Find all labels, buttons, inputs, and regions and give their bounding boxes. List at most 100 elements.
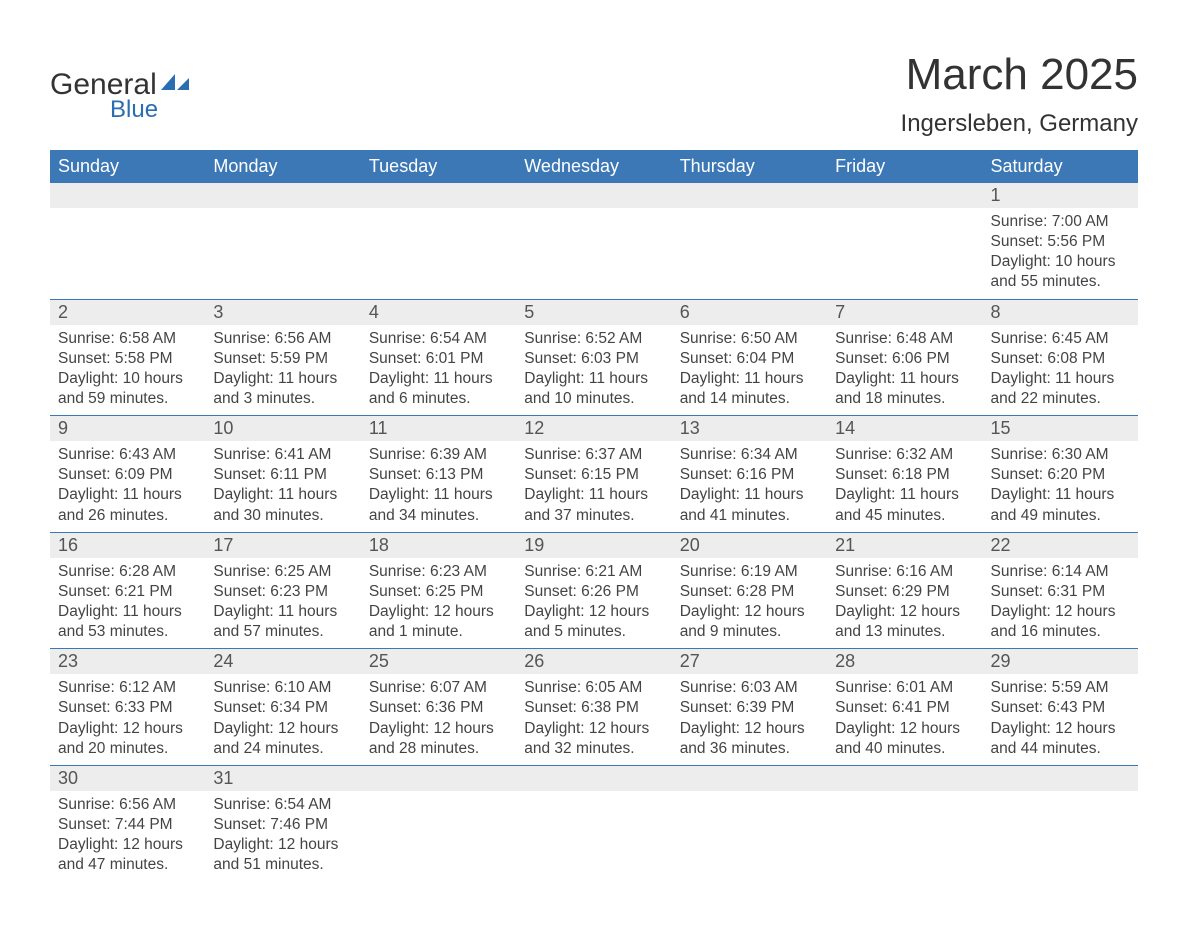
calendar-day-cell [361,765,516,881]
day-content: Sunrise: 7:00 AMSunset: 5:56 PMDaylight:… [983,208,1138,299]
sunset-line: Sunset: 6:15 PM [524,465,663,485]
daylight-line: Daylight: 12 hours and 5 minutes. [524,602,663,642]
calendar-day-cell: 4Sunrise: 6:54 AMSunset: 6:01 PMDaylight… [361,299,516,416]
weekday-header: Sunday [50,150,205,183]
day-content: Sunrise: 6:25 AMSunset: 6:23 PMDaylight:… [205,558,360,649]
title-block: March 2025 Ingersleben, Germany [901,50,1138,138]
calendar-day-cell [672,765,827,881]
day-number: 17 [205,533,360,558]
sunset-line: Sunset: 6:11 PM [213,465,352,485]
sunset-line: Sunset: 6:26 PM [524,582,663,602]
sunset-line: Sunset: 6:01 PM [369,349,508,369]
day-number: 25 [361,649,516,674]
daylight-line: Daylight: 12 hours and 44 minutes. [991,719,1130,759]
day-number: 11 [361,416,516,441]
sunset-line: Sunset: 6:13 PM [369,465,508,485]
day-number: 4 [361,300,516,325]
sunrise-line: Sunrise: 6:43 AM [58,445,197,465]
day-content: Sunrise: 6:43 AMSunset: 6:09 PMDaylight:… [50,441,205,532]
daylight-line: Daylight: 11 hours and 30 minutes. [213,485,352,525]
daylight-line: Daylight: 12 hours and 13 minutes. [835,602,974,642]
sunrise-line: Sunrise: 6:34 AM [680,445,819,465]
sunrise-line: Sunrise: 6:37 AM [524,445,663,465]
sunrise-line: Sunrise: 6:45 AM [991,329,1130,349]
sunset-line: Sunset: 5:58 PM [58,349,197,369]
day-number: 28 [827,649,982,674]
daylight-line: Daylight: 11 hours and 22 minutes. [991,369,1130,409]
daylight-line: Daylight: 12 hours and 36 minutes. [680,719,819,759]
calendar-day-cell: 16Sunrise: 6:28 AMSunset: 6:21 PMDayligh… [50,532,205,649]
sunset-line: Sunset: 6:41 PM [835,698,974,718]
page-header: General Blue March 2025 Ingersleben, Ger… [50,50,1138,138]
sunset-line: Sunset: 6:28 PM [680,582,819,602]
day-content: Sunrise: 6:01 AMSunset: 6:41 PMDaylight:… [827,674,982,765]
day-content: Sunrise: 6:30 AMSunset: 6:20 PMDaylight:… [983,441,1138,532]
daylight-line: Daylight: 10 hours and 55 minutes. [991,252,1130,292]
day-content: Sunrise: 6:34 AMSunset: 6:16 PMDaylight:… [672,441,827,532]
day-content: Sunrise: 6:23 AMSunset: 6:25 PMDaylight:… [361,558,516,649]
day-number [205,183,360,208]
day-content: Sunrise: 6:52 AMSunset: 6:03 PMDaylight:… [516,325,671,416]
sunset-line: Sunset: 6:18 PM [835,465,974,485]
calendar-day-cell: 10Sunrise: 6:41 AMSunset: 6:11 PMDayligh… [205,416,360,533]
calendar-day-cell: 13Sunrise: 6:34 AMSunset: 6:16 PMDayligh… [672,416,827,533]
sunrise-line: Sunrise: 6:25 AM [213,562,352,582]
calendar-day-cell: 28Sunrise: 6:01 AMSunset: 6:41 PMDayligh… [827,649,982,766]
day-number: 9 [50,416,205,441]
day-content [361,208,516,299]
sunrise-line: Sunrise: 6:12 AM [58,678,197,698]
calendar-day-cell: 31Sunrise: 6:54 AMSunset: 7:46 PMDayligh… [205,765,360,881]
day-number [672,183,827,208]
sunrise-line: Sunrise: 6:14 AM [991,562,1130,582]
calendar-day-cell: 29Sunrise: 5:59 AMSunset: 6:43 PMDayligh… [983,649,1138,766]
day-number [516,766,671,791]
day-number: 13 [672,416,827,441]
day-number: 10 [205,416,360,441]
sunrise-line: Sunrise: 7:00 AM [991,212,1130,232]
day-content: Sunrise: 6:54 AMSunset: 6:01 PMDaylight:… [361,325,516,416]
sunrise-line: Sunrise: 6:10 AM [213,678,352,698]
calendar-week-row: 23Sunrise: 6:12 AMSunset: 6:33 PMDayligh… [50,649,1138,766]
sunrise-line: Sunrise: 6:58 AM [58,329,197,349]
day-content: Sunrise: 6:56 AMSunset: 7:44 PMDaylight:… [50,791,205,882]
weekday-header: Friday [827,150,982,183]
daylight-line: Daylight: 12 hours and 9 minutes. [680,602,819,642]
day-content [361,791,516,882]
sunset-line: Sunset: 6:33 PM [58,698,197,718]
calendar-day-cell [516,765,671,881]
day-content: Sunrise: 6:41 AMSunset: 6:11 PMDaylight:… [205,441,360,532]
calendar-week-row: 9Sunrise: 6:43 AMSunset: 6:09 PMDaylight… [50,416,1138,533]
sunset-line: Sunset: 6:16 PM [680,465,819,485]
calendar-day-cell: 22Sunrise: 6:14 AMSunset: 6:31 PMDayligh… [983,532,1138,649]
sunrise-line: Sunrise: 6:54 AM [369,329,508,349]
sunset-line: Sunset: 7:44 PM [58,815,197,835]
calendar-day-cell: 18Sunrise: 6:23 AMSunset: 6:25 PMDayligh… [361,532,516,649]
day-number: 15 [983,416,1138,441]
sunset-line: Sunset: 6:39 PM [680,698,819,718]
calendar-day-cell [983,765,1138,881]
calendar-day-cell: 23Sunrise: 6:12 AMSunset: 6:33 PMDayligh… [50,649,205,766]
day-content: Sunrise: 6:03 AMSunset: 6:39 PMDaylight:… [672,674,827,765]
day-number: 5 [516,300,671,325]
daylight-line: Daylight: 12 hours and 47 minutes. [58,835,197,875]
day-number: 12 [516,416,671,441]
daylight-line: Daylight: 11 hours and 14 minutes. [680,369,819,409]
day-number: 29 [983,649,1138,674]
weekday-header-row: Sunday Monday Tuesday Wednesday Thursday… [50,150,1138,183]
day-content: Sunrise: 6:19 AMSunset: 6:28 PMDaylight:… [672,558,827,649]
weekday-header: Thursday [672,150,827,183]
daylight-line: Daylight: 11 hours and 34 minutes. [369,485,508,525]
sunset-line: Sunset: 6:36 PM [369,698,508,718]
daylight-line: Daylight: 11 hours and 37 minutes. [524,485,663,525]
day-content: Sunrise: 6:10 AMSunset: 6:34 PMDaylight:… [205,674,360,765]
calendar-day-cell: 12 Sunrise: 6:37 AMSunset: 6:15 PMDayligh… [516,416,671,533]
calendar-day-cell [516,183,671,299]
calendar-day-cell [361,183,516,299]
calendar-day-cell [50,183,205,299]
day-content: Sunrise: 6:14 AMSunset: 6:31 PMDaylight:… [983,558,1138,649]
day-number: 30 [50,766,205,791]
sunrise-line: Sunrise: 6:56 AM [58,795,197,815]
day-number: 26 [516,649,671,674]
day-number [516,183,671,208]
day-number: 1 [983,183,1138,208]
